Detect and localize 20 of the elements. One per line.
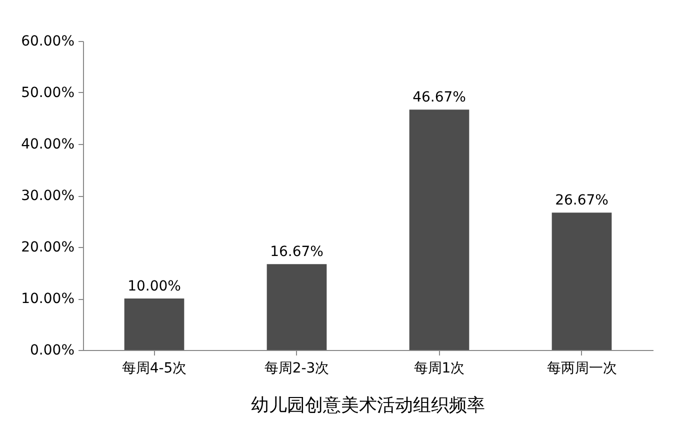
y-tick-label: 50.00% (21, 85, 74, 101)
x-tick-label: 每周2-3次 (264, 360, 330, 376)
bar (409, 110, 470, 350)
y-tick-label: 0.00% (30, 342, 74, 358)
data-label: 10.00% (128, 278, 181, 294)
bar (266, 264, 327, 350)
y-tick-label: 60.00% (21, 34, 74, 50)
y-tick-label: 30.00% (21, 188, 74, 204)
y-tick-label: 20.00% (21, 240, 74, 256)
x-tick-label: 每周4-5次 (122, 360, 187, 376)
x-tick-label: 每两周一次 (546, 360, 617, 376)
data-label: 16.67% (270, 244, 324, 260)
data-label: 26.67% (555, 192, 608, 209)
y-tick-label: 10.00% (21, 291, 74, 307)
x-tick-label: 每周1次 (414, 360, 465, 376)
y-tick-label: 40.00% (21, 136, 74, 152)
data-label: 46.67% (412, 90, 466, 106)
text: 幼儿园创意美术活动组织频率 (251, 395, 485, 415)
bar (552, 212, 612, 350)
bar (124, 298, 184, 350)
